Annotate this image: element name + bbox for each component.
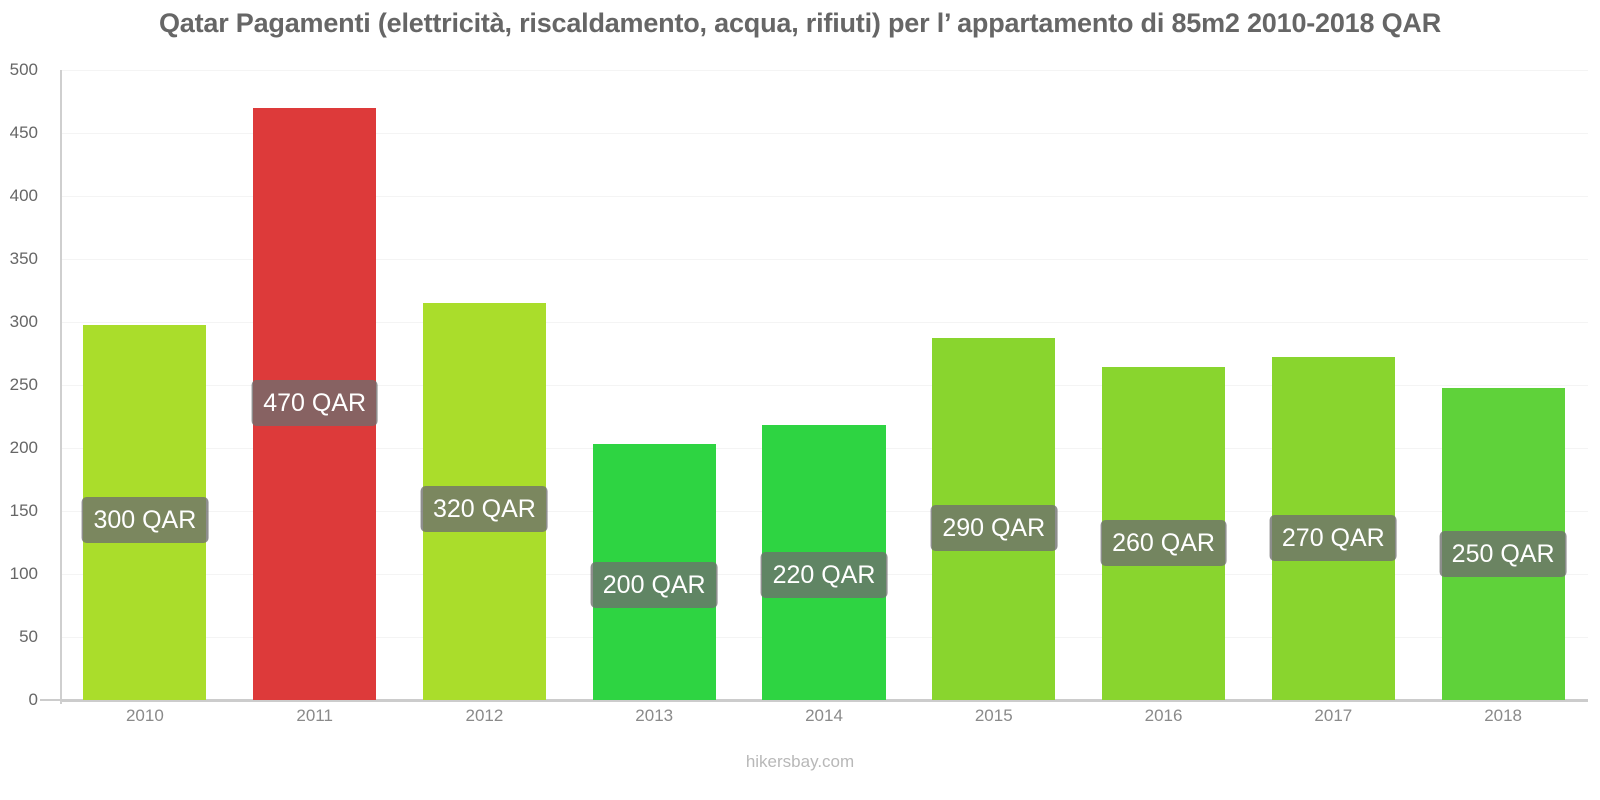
y-axis-tick: 300 bbox=[9, 312, 38, 331]
x-axis-tick: 2015 bbox=[974, 706, 1013, 725]
gridline bbox=[60, 133, 1588, 134]
x-axis-tick: 2018 bbox=[1484, 706, 1523, 725]
x-axis-tick: 2014 bbox=[805, 706, 843, 725]
x-axis-tick: 2010 bbox=[125, 706, 164, 725]
bar-group[interactable]: 290 QAR bbox=[930, 70, 1058, 700]
x-axis-tick: 2013 bbox=[635, 706, 674, 725]
bar-group[interactable]: 300 QAR bbox=[81, 70, 209, 700]
y-axis-tick-labels: 0 50 100 150 200 250 300 350 400 450 500 bbox=[10, 60, 1588, 709]
bar-group[interactable]: 320 QAR bbox=[421, 70, 548, 700]
bar-group[interactable]: 200 QAR bbox=[590, 70, 718, 700]
bar-value-label: 320 QAR bbox=[421, 485, 548, 532]
bar-group[interactable]: 250 QAR bbox=[1439, 70, 1567, 700]
bar-value-label: 290 QAR bbox=[930, 504, 1058, 551]
y-axis-tick: 400 bbox=[9, 186, 38, 205]
y-axis-tick: 200 bbox=[9, 438, 38, 457]
y-axis-tick: 350 bbox=[9, 249, 38, 268]
bar-group[interactable]: 220 QAR bbox=[760, 70, 888, 700]
bar-value-label: 300 QAR bbox=[81, 497, 209, 544]
y-axis-line bbox=[60, 70, 62, 704]
bar-value-label: 200 QAR bbox=[590, 561, 718, 608]
x-axis-tick: 2016 bbox=[1144, 706, 1183, 725]
gridline bbox=[60, 385, 1588, 386]
y-axis-tick: 500 bbox=[9, 60, 38, 79]
x-axis-tick: 2011 bbox=[296, 706, 333, 725]
bar-value-label: 270 QAR bbox=[1269, 514, 1397, 561]
y-axis-tick: 100 bbox=[9, 564, 38, 583]
gridline bbox=[60, 700, 1588, 702]
x-axis-tick: 2017 bbox=[1314, 706, 1353, 725]
page-title: Qatar Pagamenti (elettricità, riscaldame… bbox=[158, 8, 1442, 38]
bar-value-label: 470 QAR bbox=[251, 380, 379, 427]
y-axis-tick: 250 bbox=[9, 375, 38, 394]
bars-layer: 300 QAR 470 QAR 320 QAR 200 QAR 220 QAR 290 Q… bbox=[60, 70, 1588, 700]
x-axis-tick: 2012 bbox=[465, 706, 504, 725]
y-axis-tick: 450 bbox=[9, 123, 38, 142]
gridline bbox=[60, 259, 1588, 260]
gridline bbox=[60, 196, 1588, 197]
y-axis-tick: 150 bbox=[9, 501, 38, 520]
bar-group[interactable]: 260 QAR bbox=[1100, 70, 1227, 700]
x-axis-tick-labels: 2010 2011 2012 2013 2014 2015 2016 2017 2018 bbox=[60, 706, 1588, 746]
bar-value-label: 220 QAR bbox=[760, 551, 888, 598]
gridline bbox=[60, 70, 1588, 71]
y-axis-tick: 50 bbox=[19, 627, 38, 646]
gridline bbox=[60, 322, 1588, 323]
bar-group[interactable]: 270 QAR bbox=[1269, 70, 1397, 700]
bar-value-label: 250 QAR bbox=[1439, 531, 1567, 578]
y-axis-tick: 0 bbox=[28, 690, 38, 709]
bar-value-label: 260 QAR bbox=[1100, 520, 1227, 567]
bar-group[interactable]: 470 QAR bbox=[251, 70, 379, 700]
source-watermark: hikersbay.com bbox=[745, 752, 855, 771]
